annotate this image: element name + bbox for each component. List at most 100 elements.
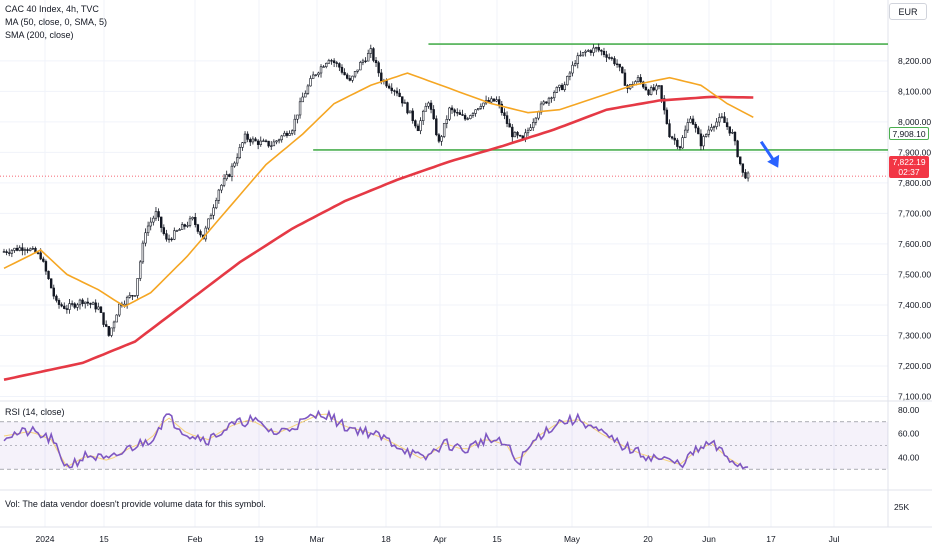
- currency-selector[interactable]: EUR: [889, 3, 927, 20]
- price-tick-label: 7,200.00: [898, 361, 931, 371]
- candle-body: [623, 72, 627, 86]
- candle-body: [689, 118, 692, 123]
- candle-body: [94, 302, 97, 310]
- candle-body: [615, 63, 619, 65]
- candle-body: [68, 303, 71, 310]
- candle-body: [521, 135, 524, 139]
- candle-body: [267, 140, 270, 147]
- candle-body: [699, 133, 703, 147]
- candle-body: [306, 85, 310, 94]
- candle-body: [338, 63, 341, 68]
- candle-body: [2, 251, 6, 253]
- candle-body: [188, 218, 192, 226]
- candle-body: [644, 86, 648, 91]
- candle-body: [235, 157, 239, 164]
- candle-body: [474, 109, 477, 114]
- candle-body: [293, 118, 297, 132]
- candle-body: [385, 80, 388, 87]
- candle-body: [704, 134, 708, 137]
- candle-body: [408, 110, 412, 114]
- candle-body: [28, 248, 32, 251]
- candle-body: [70, 303, 74, 305]
- candle-body: [73, 303, 76, 308]
- candle-body: [118, 303, 121, 316]
- candle-body: [301, 96, 304, 103]
- candle-body: [532, 122, 535, 128]
- candle-body: [573, 63, 577, 66]
- candle-body: [471, 113, 475, 116]
- candle-body: [681, 137, 684, 149]
- candle-body: [545, 101, 548, 104]
- candle-body: [416, 125, 420, 132]
- candle-body: [290, 130, 294, 134]
- candle-body: [477, 108, 480, 111]
- candle-body: [725, 122, 729, 128]
- candle-body: [670, 136, 674, 139]
- candle-body: [712, 126, 716, 128]
- down-arrow-shaft: [759, 140, 775, 161]
- candle-body: [678, 146, 682, 149]
- candle-body: [180, 224, 184, 230]
- date-tick-label: 15: [492, 534, 502, 544]
- candle-body: [649, 87, 653, 95]
- date-tick-label: Feb: [188, 534, 203, 544]
- candle-body: [555, 87, 559, 93]
- candle-body: [534, 117, 538, 123]
- candle-body: [458, 112, 462, 115]
- candle-body: [594, 47, 598, 49]
- legend-symbol: CAC 40 Index, 4h, TVC: [5, 4, 99, 14]
- date-tick-label: Jun: [702, 534, 716, 544]
- candle-body: [222, 178, 226, 186]
- candle-body: [175, 230, 179, 232]
- candle-body: [600, 49, 603, 52]
- candle-body: [403, 102, 407, 104]
- candle-body: [647, 89, 650, 95]
- candle-body: [183, 224, 186, 227]
- candle-body: [97, 306, 100, 310]
- candle-body: [429, 102, 433, 110]
- candle-body: [26, 249, 29, 251]
- price-tick-label: 7,500.00: [898, 269, 931, 279]
- candle-body: [406, 102, 409, 114]
- candle-body: [435, 118, 438, 136]
- candle-body: [141, 242, 145, 263]
- candle-body: [518, 134, 522, 137]
- candle-body: [60, 304, 63, 307]
- candle-body: [550, 97, 553, 99]
- candle-body: [513, 132, 517, 138]
- candle-body: [529, 127, 532, 131]
- candle-body: [587, 50, 590, 52]
- candle-body: [584, 50, 587, 53]
- candle-body: [249, 139, 252, 143]
- candle-body: [325, 62, 328, 67]
- candle-body: [642, 81, 645, 88]
- candle-body: [393, 90, 396, 92]
- candle-body: [537, 111, 540, 119]
- support-level-price-tag: 7,908.10: [889, 127, 929, 140]
- candle-body: [319, 66, 323, 74]
- candle-body: [340, 66, 344, 73]
- candle-body: [437, 134, 441, 142]
- candle-body: [146, 225, 150, 234]
- candle-body: [655, 85, 658, 91]
- ma50-line: [3, 72, 754, 308]
- candle-body: [196, 224, 200, 232]
- candle-body: [128, 295, 131, 298]
- candle-body: [212, 207, 215, 216]
- candle-body: [275, 140, 278, 143]
- candle-body: [238, 147, 241, 159]
- candle-body: [133, 295, 137, 297]
- candle-body: [230, 165, 234, 177]
- candle-body: [741, 163, 745, 173]
- candle-body: [15, 247, 19, 251]
- price-tick-label: 8,100.00: [898, 86, 931, 96]
- candle-body: [21, 247, 24, 251]
- candle-body: [547, 97, 551, 104]
- candle-body: [718, 117, 721, 123]
- candle-body: [676, 139, 679, 147]
- candle-body: [605, 54, 608, 58]
- candle-body: [254, 138, 257, 142]
- candle-body: [194, 217, 197, 225]
- candle-body: [568, 72, 572, 77]
